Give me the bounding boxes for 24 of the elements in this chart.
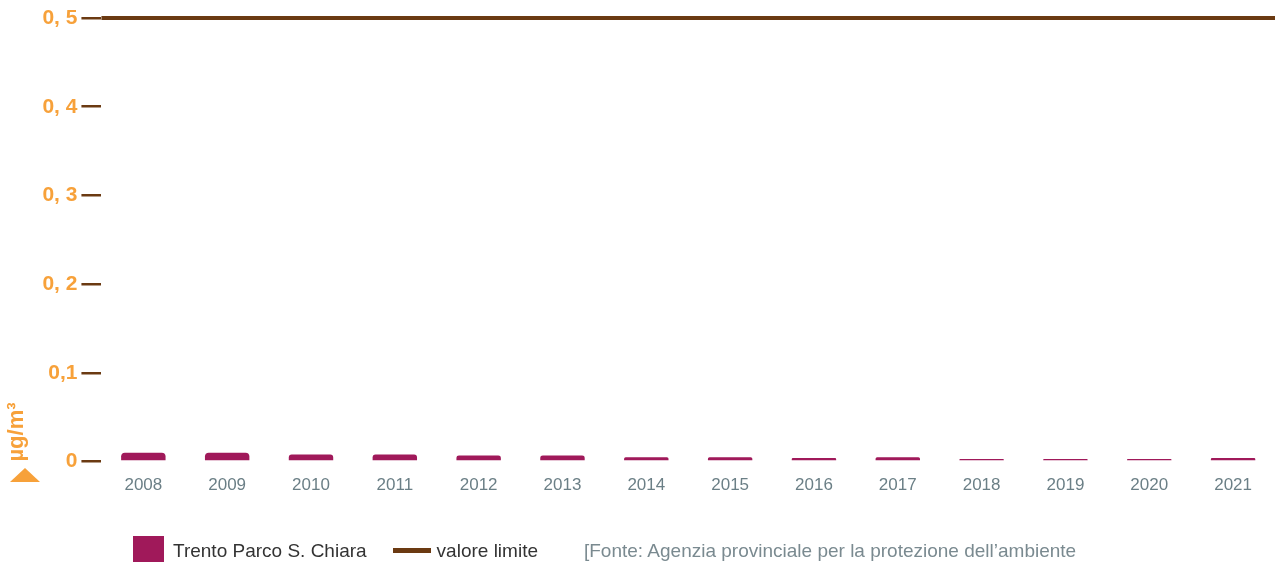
legend-label: valore limite (436, 539, 538, 562)
x-tick-label: 2008 (124, 475, 163, 495)
x-tick-label: 2013 (543, 475, 582, 495)
x-tick-label: 2019 (1046, 475, 1085, 495)
x-tick-label: 2020 (1130, 475, 1169, 495)
x-tick-label: 2011 (376, 475, 414, 495)
y-tick-label: 0, 5 (42, 4, 78, 28)
x-tick-label: 2018 (962, 475, 1001, 495)
x-tick-label: 2014 (627, 475, 666, 495)
y-tick-label: 0, 2 (42, 270, 78, 294)
legend-label: Trento Parco S. Chiara (173, 539, 367, 562)
y-axis-title: µg/m³ (3, 402, 29, 462)
x-tick-label: 2021 (1214, 475, 1252, 495)
x-tick-label: 2009 (208, 475, 247, 495)
x-tick-label: 2012 (459, 475, 498, 495)
y-tick-label: 0, 3 (42, 182, 78, 206)
text: [Fonte: Agenzia provinciale per la protezione dell’ambiente (583, 539, 1077, 562)
y-tick-label: 0 (65, 448, 78, 472)
y-tick-label: 0, 4 (42, 93, 78, 117)
x-tick-label: 2015 (711, 475, 750, 495)
y-tick-label: 0,1 (48, 359, 78, 383)
x-tick-label: 2017 (878, 475, 917, 495)
x-tick-label: 2010 (292, 475, 330, 495)
x-tick-label: 2016 (795, 475, 833, 495)
